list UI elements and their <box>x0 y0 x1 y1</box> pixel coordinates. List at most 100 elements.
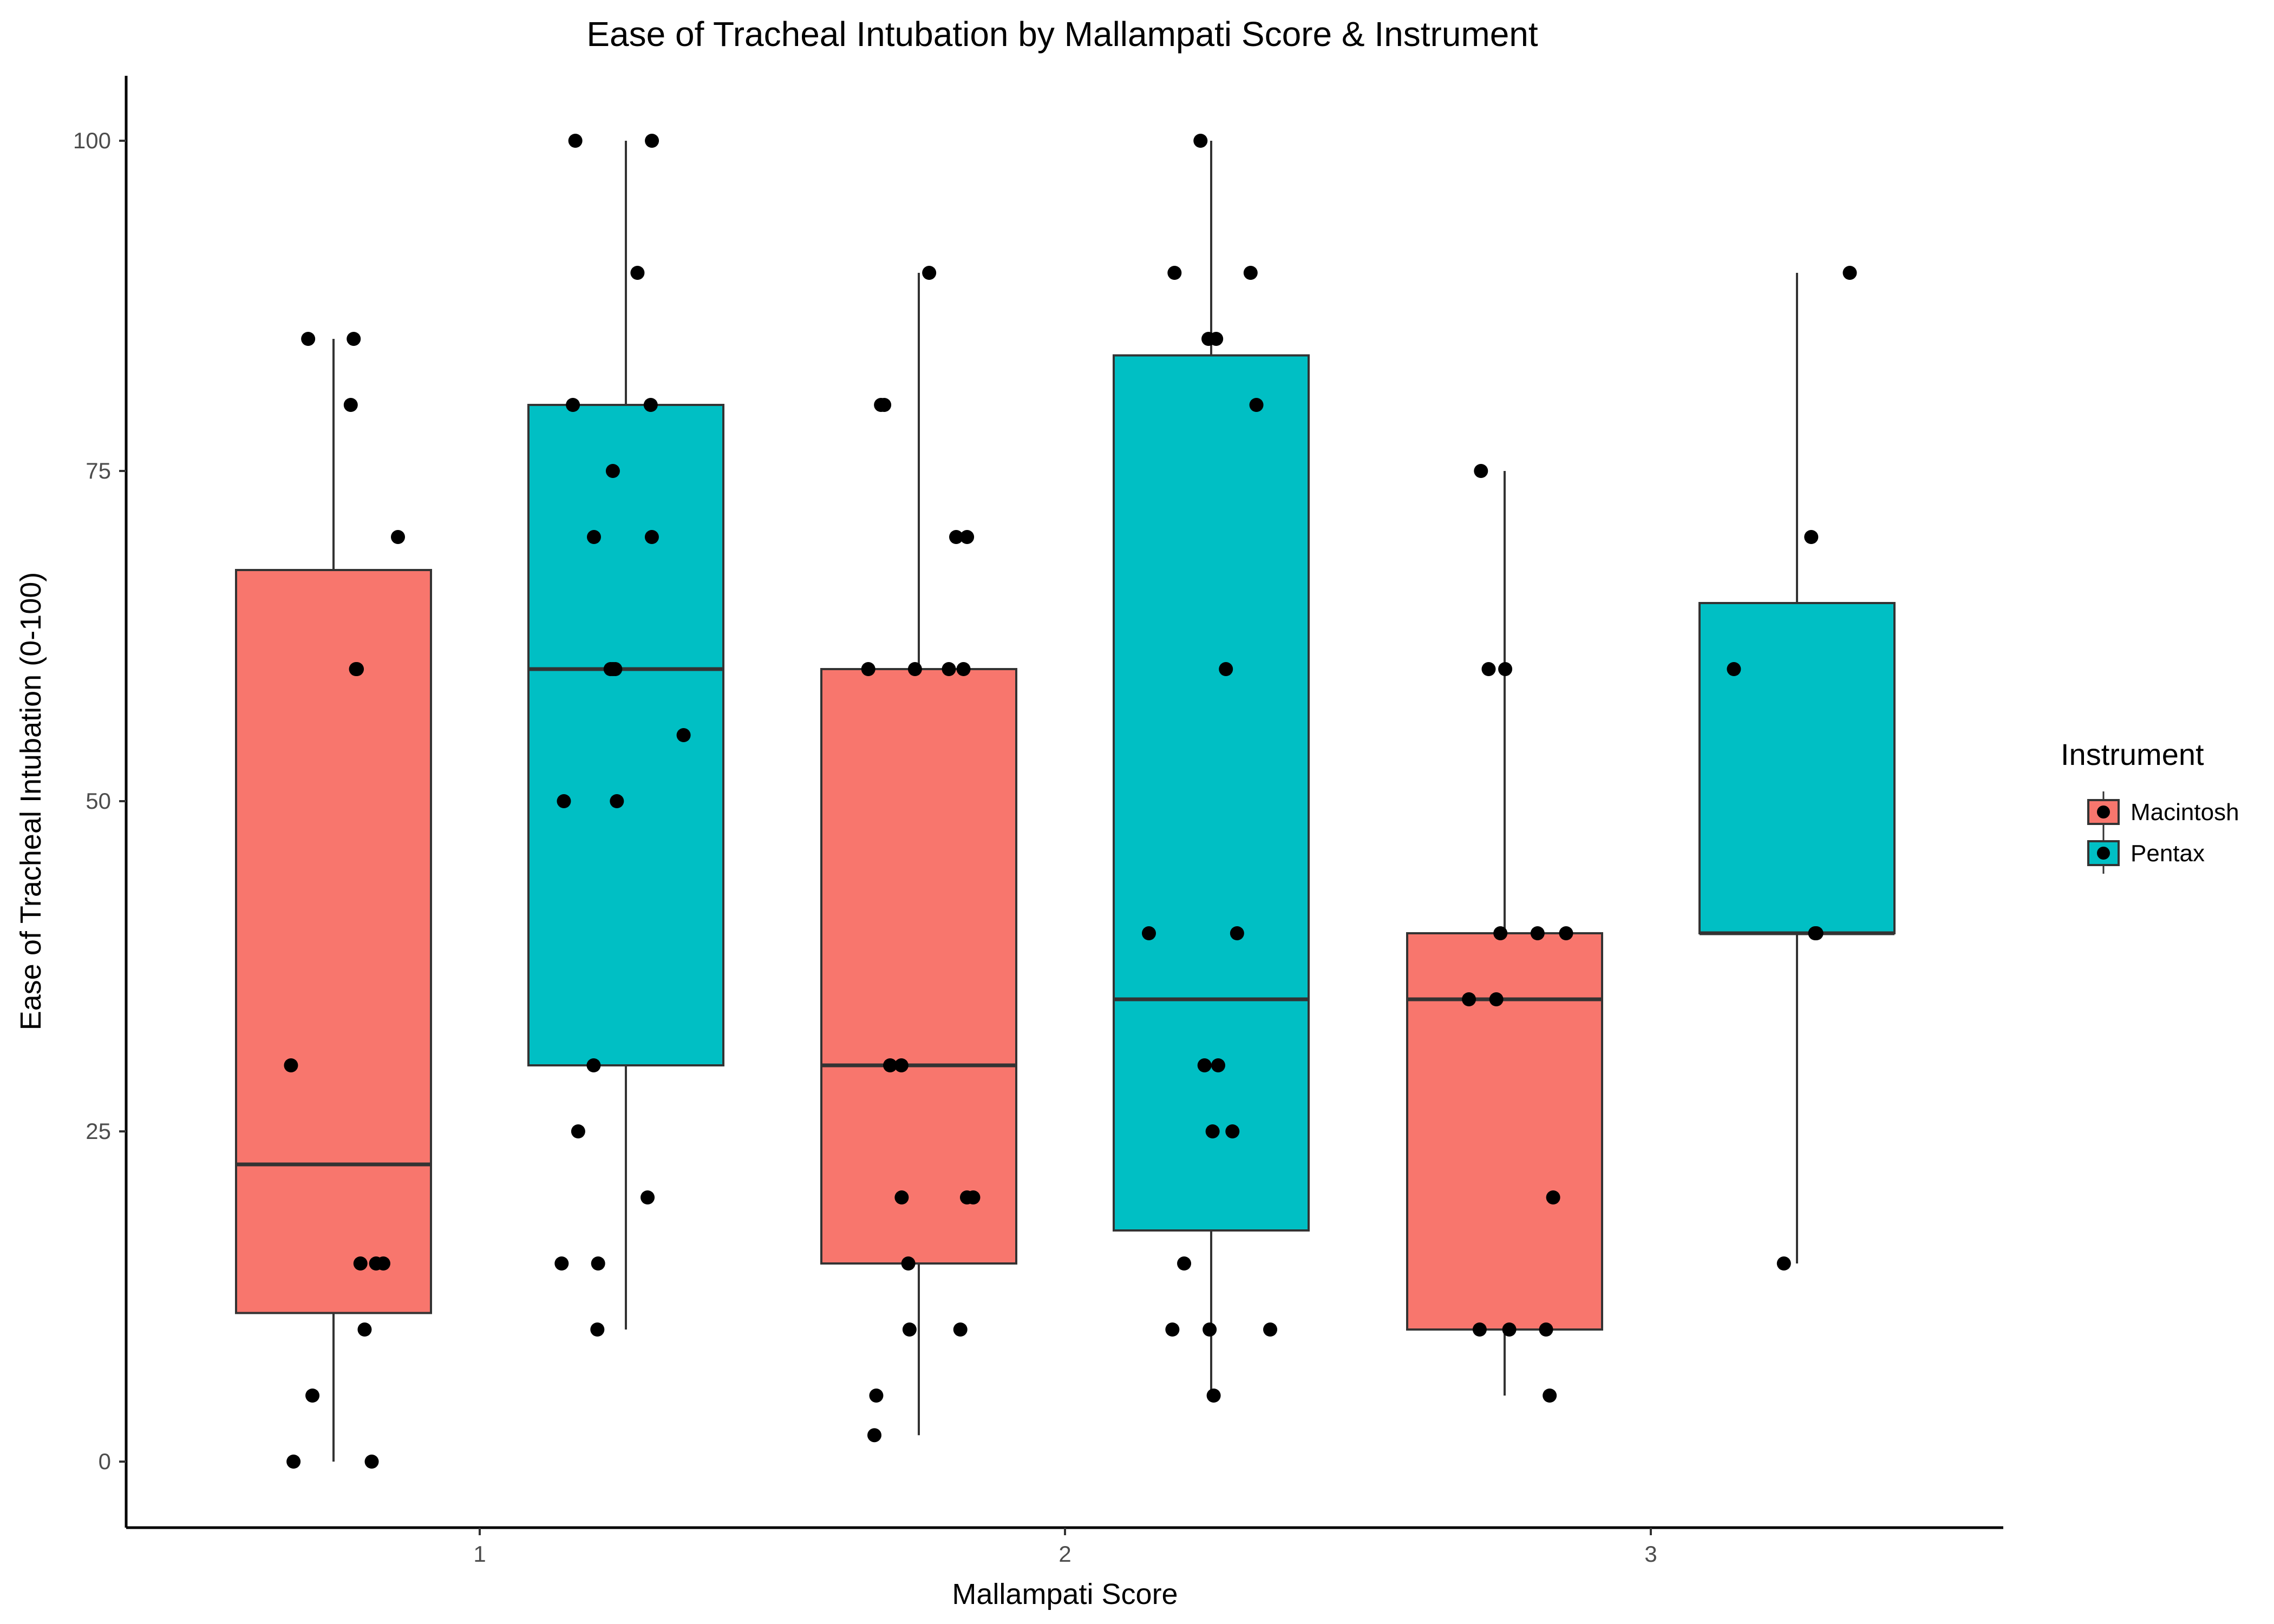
data-point <box>1489 992 1504 1006</box>
box-iqr <box>235 569 432 1314</box>
data-point <box>894 1058 909 1072</box>
data-point <box>1530 926 1545 940</box>
data-point <box>953 1322 968 1337</box>
data-point <box>1543 1389 1557 1403</box>
data-point <box>641 1190 655 1204</box>
data-point <box>347 332 361 346</box>
data-point <box>1249 398 1264 412</box>
data-point <box>1197 1058 1212 1072</box>
legend: Instrument Macintosh Pentax <box>2061 737 2239 874</box>
data-point <box>1206 1389 1221 1403</box>
legend-item-pentax: Pentax <box>2087 833 2205 874</box>
x-tick-label: 2 <box>1058 1541 1071 1567</box>
data-point <box>1727 662 1741 676</box>
data-point <box>867 1428 881 1443</box>
data-point <box>1209 332 1224 346</box>
box-iqr <box>527 404 724 1066</box>
data-point <box>1472 1322 1487 1337</box>
data-point <box>1177 1256 1192 1271</box>
data-point <box>902 1322 917 1337</box>
data-point <box>1776 1256 1791 1271</box>
y-axis-title: Ease of Tracheal Intubation (0-100) <box>15 572 47 1031</box>
data-point <box>343 398 358 412</box>
data-point <box>586 1058 601 1072</box>
data-point <box>1481 662 1496 676</box>
data-point <box>883 1058 898 1072</box>
data-point <box>610 794 624 808</box>
data-point <box>1809 926 1824 940</box>
data-point <box>1230 926 1244 940</box>
data-point <box>364 1455 379 1469</box>
data-point <box>284 1058 298 1072</box>
y-tick-label: 75 <box>86 458 111 483</box>
data-point <box>1211 1058 1225 1072</box>
data-point <box>353 1256 368 1271</box>
box-macintosh-1 <box>235 339 432 1462</box>
data-point <box>1804 530 1819 544</box>
data-point <box>644 530 659 544</box>
data-point <box>591 1256 605 1271</box>
box-macintosh-2 <box>820 273 1017 1436</box>
y-tick-label: 25 <box>86 1118 111 1144</box>
data-point <box>1141 926 1156 940</box>
data-point <box>571 1124 585 1138</box>
data-point <box>1165 1322 1180 1337</box>
data-point <box>901 1256 916 1271</box>
data-point <box>676 728 691 742</box>
data-point <box>1559 926 1573 940</box>
box-pentax-3 <box>1698 273 1896 1263</box>
data-point <box>960 530 975 544</box>
data-point <box>349 662 363 676</box>
box-iqr <box>1113 354 1310 1232</box>
y-axis-ticks: 0 25 50 75 100 <box>73 128 126 1474</box>
data-point <box>586 530 601 544</box>
data-point <box>1474 464 1488 478</box>
data-point <box>1546 1190 1560 1204</box>
x-axis-title: Mallampati Score <box>952 1578 1178 1610</box>
data-point <box>907 662 922 676</box>
data-point <box>645 134 659 148</box>
data-point <box>369 1256 383 1271</box>
data-points <box>284 134 1857 1469</box>
box-iqr <box>820 668 1017 1265</box>
data-point <box>959 1190 974 1204</box>
data-point <box>554 1256 569 1271</box>
data-point <box>956 662 971 676</box>
data-point <box>1167 266 1182 280</box>
data-point <box>1502 1322 1517 1337</box>
y-tick-label: 100 <box>73 128 111 153</box>
x-tick-label: 1 <box>473 1541 486 1567</box>
x-axis-ticks: 1 2 3 <box>473 1528 1657 1567</box>
data-point <box>1498 662 1513 676</box>
box-pentax-2 <box>1113 141 1310 1396</box>
data-point <box>590 1322 605 1337</box>
box-iqr <box>1406 932 1603 1331</box>
data-point <box>949 530 964 544</box>
data-point <box>1219 662 1233 676</box>
data-point <box>1243 266 1258 280</box>
legend-item-macintosh: Macintosh <box>2087 791 2239 833</box>
chart-title: Ease of Tracheal Intubation by Mallampat… <box>586 15 1538 54</box>
data-point <box>557 794 571 808</box>
legend-title: Instrument <box>2061 737 2204 771</box>
x-tick-label: 3 <box>1644 1541 1657 1567</box>
data-point <box>305 1389 320 1403</box>
y-tick-label: 0 <box>99 1449 111 1474</box>
box-macintosh-3 <box>1406 471 1603 1396</box>
data-point <box>861 662 875 676</box>
data-point <box>1203 1322 1217 1337</box>
legend-label: Pentax <box>2131 840 2205 867</box>
legend-key-point <box>2097 847 2110 860</box>
data-point <box>357 1322 372 1337</box>
data-point <box>1493 926 1508 940</box>
data-point <box>1193 134 1208 148</box>
data-point <box>894 1190 909 1204</box>
data-point <box>1205 1124 1220 1138</box>
data-point <box>1539 1322 1553 1337</box>
data-point <box>608 662 623 676</box>
data-point <box>391 530 406 544</box>
data-point <box>286 1455 301 1469</box>
box-pentax-1 <box>527 141 724 1330</box>
plot-area <box>235 134 1896 1469</box>
